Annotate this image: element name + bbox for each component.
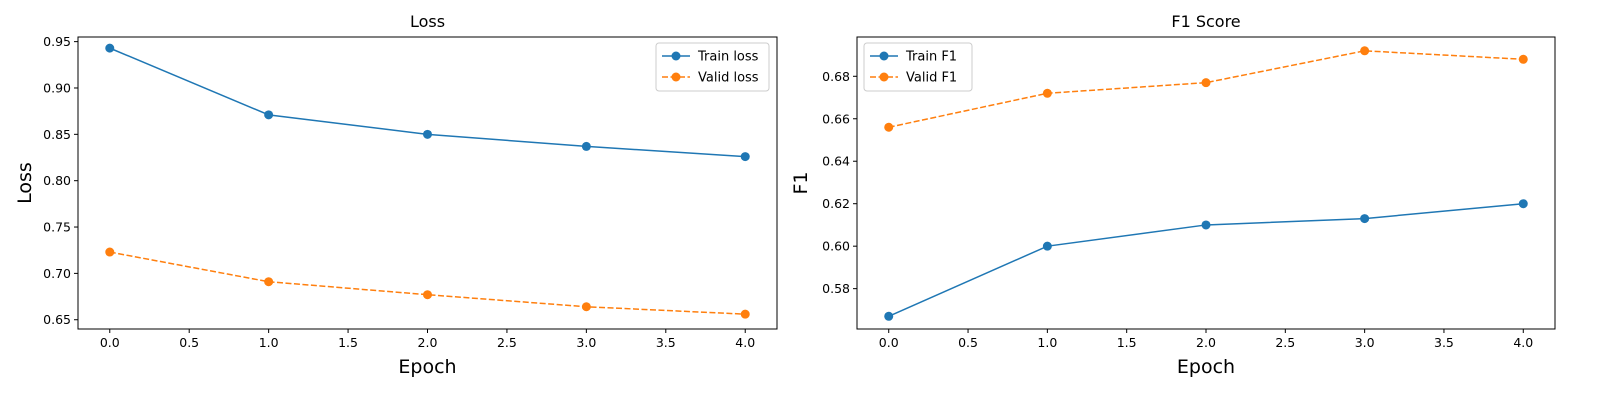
x-tick-label: 3.0 — [576, 335, 596, 350]
y-tick-label: 0.66 — [822, 111, 850, 126]
x-tick-label: 0.0 — [100, 335, 120, 350]
x-tick-label: 2.0 — [418, 335, 438, 350]
x-tick-label: 3.5 — [656, 335, 676, 350]
series-line-train-loss — [109, 47, 746, 158]
legend-label-valid-loss: Valid loss — [698, 71, 759, 86]
x-tick-label: 0.5 — [958, 335, 978, 350]
y-tick-label: 0.80 — [43, 173, 71, 188]
plot-frame — [77, 36, 778, 330]
y-axis-title: F1 — [790, 171, 812, 194]
data-point-valid-f1 — [1360, 46, 1370, 56]
data-point-valid-loss — [581, 302, 591, 312]
y-tick-label: 0.60 — [822, 239, 850, 254]
data-point-train-f1 — [1360, 214, 1370, 224]
y-tick-label: 0.75 — [43, 220, 71, 235]
x-axis-title: Epoch — [398, 356, 456, 378]
y-tick-label: 0.90 — [43, 80, 71, 95]
chart-title: F1 Score — [1171, 12, 1240, 31]
y-axis-title: Loss — [14, 162, 36, 204]
plot-frame — [856, 36, 1556, 330]
chart-title: Loss — [410, 12, 445, 31]
x-tick-label: 2.5 — [497, 335, 517, 350]
f1-score-chart: F1 Score 0.0 0.5 1.0 1.5 2.0 2.5 3.0 3.5 4.0 0.58 0… — [790, 12, 1556, 378]
y-tick-label: 0.70 — [43, 266, 71, 281]
x-tick-label: 1.5 — [1117, 335, 1137, 350]
y-tick-label: 0.95 — [43, 34, 71, 49]
x-tick-label: 1.0 — [1037, 335, 1057, 350]
x-tick-label: 0.0 — [879, 335, 899, 350]
x-axis-title: Epoch — [1177, 356, 1235, 378]
series-line-valid-loss — [109, 251, 746, 315]
y-tick-label: 0.64 — [822, 154, 850, 169]
legend-box — [655, 42, 770, 92]
loss-chart: Loss 0.0 0.5 1.0 1.5 2.0 2.5 3.0 3.5 4.0 0.65 0.70 0… — [14, 12, 778, 378]
x-tick-label: 4.0 — [1513, 335, 1533, 350]
data-point-valid-f1 — [1518, 54, 1528, 64]
legend-box — [863, 42, 973, 92]
legend-marker-train-f1 — [879, 51, 889, 61]
data-point-train-loss — [740, 152, 750, 162]
data-point-valid-f1 — [1042, 88, 1052, 98]
x-tick-label: 3.0 — [1355, 335, 1375, 350]
data-point-train-loss — [105, 43, 115, 53]
data-point-valid-loss — [740, 309, 750, 319]
data-point-train-f1 — [1518, 199, 1528, 209]
data-point-valid-loss — [105, 247, 115, 257]
x-tick-label: 1.0 — [259, 335, 279, 350]
x-tick-label: 0.5 — [179, 335, 199, 350]
y-tick-label: 0.58 — [822, 281, 850, 296]
y-tick-label: 0.85 — [43, 127, 71, 142]
data-point-valid-loss — [423, 290, 432, 300]
y-tick-label: 0.62 — [822, 196, 850, 211]
legend-label-valid-f1: Valid F1 — [906, 71, 957, 86]
data-point-train-f1 — [884, 311, 894, 321]
series-line-valid-f1 — [888, 50, 1524, 128]
data-point-valid-f1 — [1201, 78, 1211, 88]
x-tick-label: 3.5 — [1434, 335, 1454, 350]
x-tick-label: 2.5 — [1275, 335, 1295, 350]
y-tick-label: 0.65 — [43, 312, 71, 327]
legend-marker-valid-f1 — [879, 72, 889, 82]
data-point-valid-loss — [264, 277, 274, 287]
data-point-train-f1 — [1201, 220, 1211, 230]
data-point-train-loss — [581, 141, 591, 151]
data-point-train-loss — [423, 129, 432, 139]
legend-label-train-f1: Train F1 — [905, 50, 957, 65]
x-tick-label: 2.0 — [1196, 335, 1216, 350]
y-tick-label: 0.68 — [822, 69, 850, 84]
legend-marker-train-loss — [671, 51, 681, 61]
x-tick-label: 1.5 — [338, 335, 358, 350]
legend-label-train-loss: Train loss — [697, 50, 759, 65]
legend-marker-valid-loss — [671, 72, 681, 82]
data-point-train-loss — [264, 110, 274, 120]
x-tick-label: 4.0 — [735, 335, 755, 350]
data-point-valid-f1 — [884, 122, 894, 132]
data-point-train-f1 — [1042, 241, 1052, 251]
